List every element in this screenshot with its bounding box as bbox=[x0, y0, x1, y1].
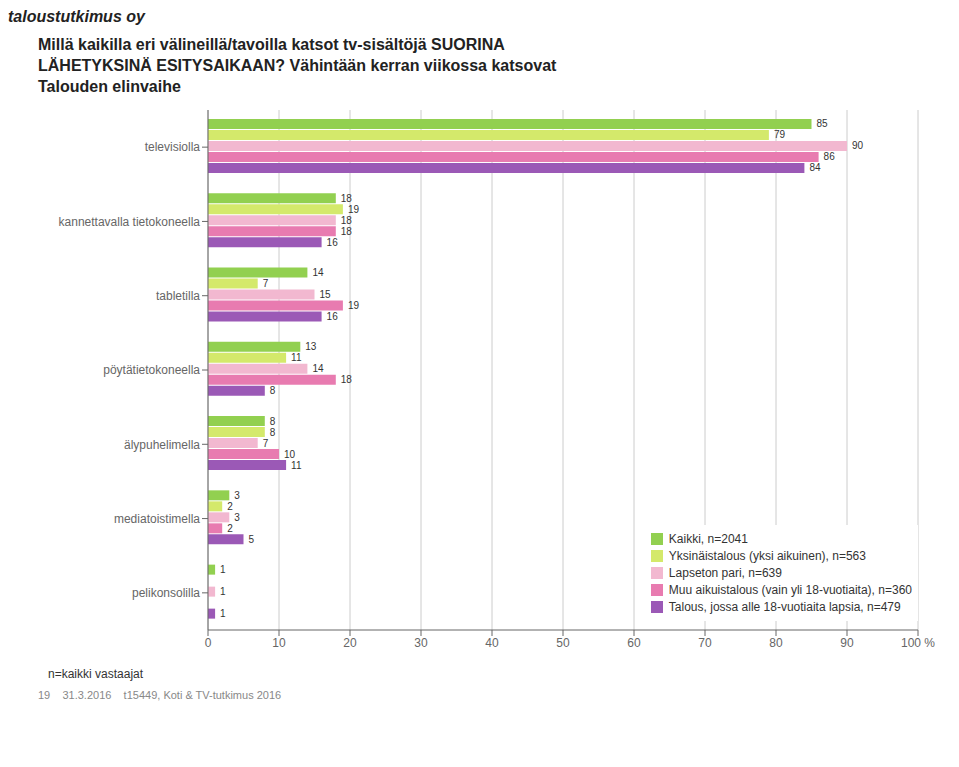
svg-text:älypuhelimella: älypuhelimella bbox=[124, 438, 200, 452]
svg-text:14: 14 bbox=[312, 363, 324, 374]
html-text:Millä kaikilla eri välineillä/: Millä kaikilla eri välineillä/tavoilla k… bbox=[38, 36, 505, 53]
svg-text:30: 30 bbox=[414, 636, 428, 650]
svg-text:19: 19 bbox=[348, 300, 360, 311]
svg-text:7: 7 bbox=[263, 278, 269, 289]
svg-text:pelikonsolilla: pelikonsolilla bbox=[132, 586, 200, 600]
svg-text:7: 7 bbox=[263, 438, 269, 449]
html-text:Muu aikuistalous (vain yli 18-: Muu aikuistalous (vain yli 18-vuotiaita)… bbox=[668, 583, 912, 597]
svg-text:60: 60 bbox=[627, 636, 641, 650]
html-text:Lapseton pari, n=639: Lapseton pari, n=639 bbox=[668, 566, 782, 580]
svg-text:5: 5 bbox=[249, 534, 255, 545]
svg-text:19: 19 bbox=[348, 204, 360, 215]
svg-text:mediatoistimella: mediatoistimella bbox=[114, 512, 200, 526]
svg-text:0: 0 bbox=[205, 636, 212, 650]
svg-text:14: 14 bbox=[312, 267, 324, 278]
svg-text:84: 84 bbox=[809, 162, 821, 173]
svg-text:3: 3 bbox=[234, 512, 240, 523]
html-text:n=kaikki vastaajat: n=kaikki vastaajat bbox=[48, 667, 144, 681]
svg-text:pöytätietokoneella: pöytätietokoneella bbox=[103, 363, 200, 377]
svg-text:1: 1 bbox=[220, 564, 226, 575]
svg-text:11: 11 bbox=[291, 352, 302, 363]
svg-text:tabletilla: tabletilla bbox=[156, 289, 200, 303]
svg-text:79: 79 bbox=[774, 129, 786, 140]
svg-text:kannettavalla tietokoneella: kannettavalla tietokoneella bbox=[59, 215, 201, 229]
svg-text:16: 16 bbox=[327, 311, 339, 322]
svg-text:90: 90 bbox=[840, 636, 854, 650]
svg-text:86: 86 bbox=[824, 151, 836, 162]
svg-text:70: 70 bbox=[698, 636, 712, 650]
svg-text:televisiolla: televisiolla bbox=[145, 140, 201, 154]
svg-text:8: 8 bbox=[270, 427, 276, 438]
html-text:LÄHETYKSINÄ ESITYSAIKAAN? Vähi: LÄHETYKSINÄ ESITYSAIKAAN? Vähintään kerr… bbox=[38, 57, 557, 74]
svg-text:2: 2 bbox=[227, 523, 233, 534]
svg-text:20: 20 bbox=[343, 636, 357, 650]
html-text:Talous, jossa alle 18-vuotiait: Talous, jossa alle 18-vuotiaita lapsia, … bbox=[668, 600, 901, 614]
svg-text:40: 40 bbox=[485, 636, 499, 650]
svg-text:18: 18 bbox=[341, 374, 353, 385]
svg-text:2: 2 bbox=[227, 501, 233, 512]
svg-text:18: 18 bbox=[341, 226, 353, 237]
svg-text:85: 85 bbox=[817, 118, 829, 129]
svg-text:8: 8 bbox=[270, 416, 276, 427]
html-text:19 31.3.2016 t15449, Koti & TV: 19 31.3.2016 t15449, Koti & TV-tutkimus … bbox=[38, 689, 282, 701]
svg-text:18: 18 bbox=[341, 215, 353, 226]
svg-text:10: 10 bbox=[284, 449, 296, 460]
svg-text:16: 16 bbox=[327, 237, 339, 248]
svg-text:90: 90 bbox=[852, 140, 864, 151]
html-text:Yksinäistalous (yksi aikuinen): Yksinäistalous (yksi aikuinen), n=563 bbox=[668, 549, 866, 563]
svg-text:80: 80 bbox=[769, 636, 783, 650]
svg-text:11: 11 bbox=[291, 460, 302, 471]
svg-text:100 %: 100 % bbox=[901, 636, 935, 650]
html-text:taloustutkimus oy: taloustutkimus oy bbox=[8, 8, 145, 25]
svg-text:50: 50 bbox=[556, 636, 570, 650]
svg-text:3: 3 bbox=[234, 490, 240, 501]
html-text:Kaikki, n=2041: Kaikki, n=2041 bbox=[668, 532, 748, 546]
svg-text:18: 18 bbox=[341, 193, 353, 204]
svg-text:15: 15 bbox=[320, 289, 332, 300]
svg-text:10: 10 bbox=[272, 636, 286, 650]
svg-text:13: 13 bbox=[305, 341, 317, 352]
html-text:Talouden elinvaihe: Talouden elinvaihe bbox=[38, 78, 181, 95]
svg-text:1: 1 bbox=[220, 586, 226, 597]
svg-text:8: 8 bbox=[270, 385, 276, 396]
svg-text:1: 1 bbox=[220, 608, 226, 619]
